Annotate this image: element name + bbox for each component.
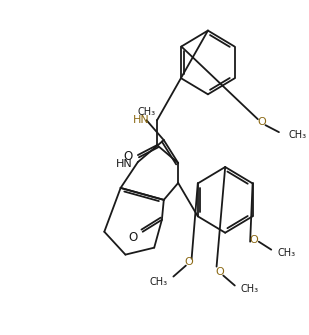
Text: HN: HN [115,159,132,169]
Text: O: O [124,149,133,162]
Text: CH₃: CH₃ [138,107,156,117]
Text: O: O [184,257,193,267]
Text: CH₃: CH₃ [289,130,307,140]
Text: O: O [250,235,258,245]
Text: O: O [215,267,224,277]
Text: HN: HN [133,115,150,125]
Text: O: O [257,117,266,127]
Text: CH₃: CH₃ [277,248,295,258]
Text: CH₃: CH₃ [240,284,259,294]
Text: CH₃: CH₃ [150,276,168,286]
Text: O: O [129,231,138,244]
